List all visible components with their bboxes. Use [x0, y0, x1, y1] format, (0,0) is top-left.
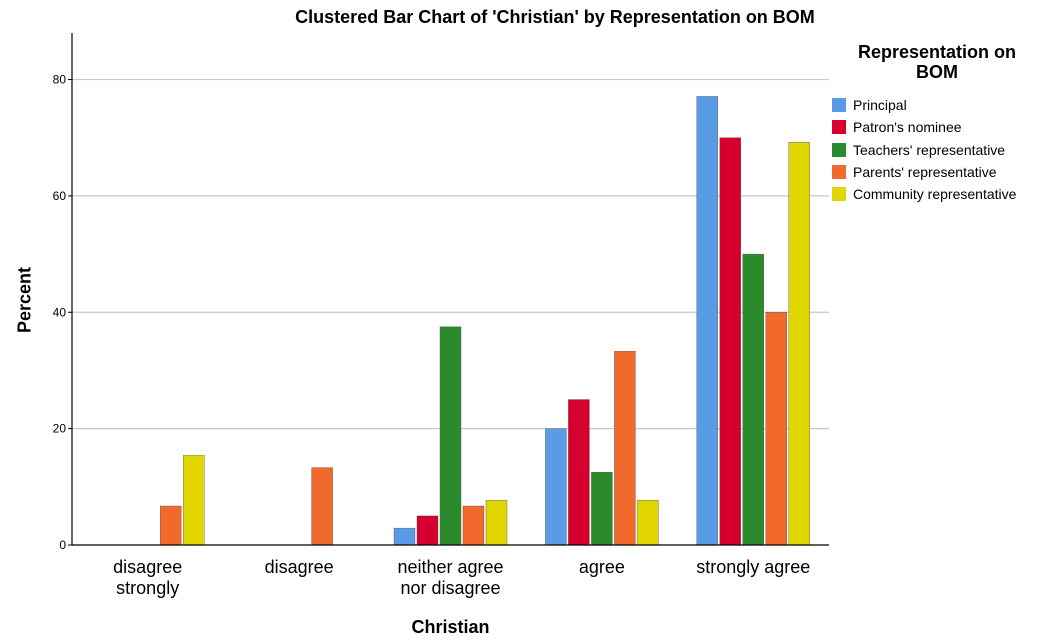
bar: [182, 455, 205, 546]
x-tick-label: strongly agree: [696, 557, 810, 577]
bar: [439, 326, 462, 546]
x-tick-label: neither agree: [397, 557, 503, 577]
legend-item: Teachers' representative: [832, 139, 1052, 161]
x-tick-label: disagree: [265, 557, 334, 577]
bar: [485, 500, 508, 546]
x-tick-label: nor disagree: [400, 578, 500, 598]
bar: [742, 253, 764, 546]
bar: [311, 467, 333, 546]
legend-swatch: [832, 142, 846, 157]
bar: [788, 142, 810, 546]
bar: [545, 428, 567, 546]
bar: [568, 399, 590, 546]
x-tick-label: agree: [579, 557, 625, 577]
legend: Representation on BOM Principal Patron's …: [832, 42, 1052, 205]
x-axis-label: Christian: [411, 617, 490, 637]
legend-label: Community representative: [853, 186, 1017, 203]
bar: [393, 527, 416, 546]
bar: [614, 351, 636, 546]
y-tick-label: 40: [53, 305, 67, 319]
legend-item: Community representative: [832, 183, 1052, 205]
legend-swatch: [832, 98, 846, 113]
bar: [591, 472, 613, 546]
bar: [765, 312, 787, 546]
y-tick-label: 80: [53, 73, 67, 87]
legend-swatch: [832, 120, 846, 135]
bar: [696, 96, 718, 546]
legend-list: Principal Patron's nominee Teachers' repre…: [832, 94, 1052, 205]
x-tick-label: strongly: [116, 578, 179, 598]
bar: [719, 137, 741, 546]
legend-item: Principal: [832, 94, 1052, 116]
x-tick-label: disagree: [113, 557, 182, 577]
y-tick-label: 0: [59, 538, 66, 552]
legend-item: Parents' representative: [832, 161, 1052, 183]
bar: [637, 500, 659, 546]
legend-label: Teachers' representative: [853, 141, 1006, 158]
y-axis-label: Percent: [14, 266, 35, 334]
y-tick-label: 60: [53, 189, 67, 203]
legend-label: Parents' representative: [853, 164, 997, 181]
legend-label: Principal: [853, 97, 907, 114]
legend-title: Representation on BOM: [857, 42, 1017, 82]
legend-label: Patron's nominee: [853, 119, 962, 136]
y-tick-label: 20: [53, 422, 67, 436]
legend-item: Patron's nominee: [832, 116, 1052, 138]
bar: [462, 505, 485, 546]
bar: [416, 515, 439, 546]
bar: [159, 505, 182, 546]
chart-title: Clustered Bar Chart of 'Christian' by Re…: [295, 7, 815, 27]
legend-swatch: [832, 165, 846, 180]
legend-swatch: [832, 187, 846, 202]
